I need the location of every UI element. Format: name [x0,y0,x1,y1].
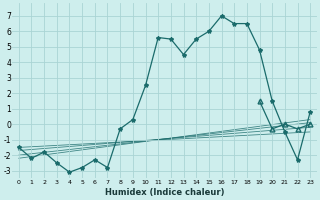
X-axis label: Humidex (Indice chaleur): Humidex (Indice chaleur) [105,188,224,197]
